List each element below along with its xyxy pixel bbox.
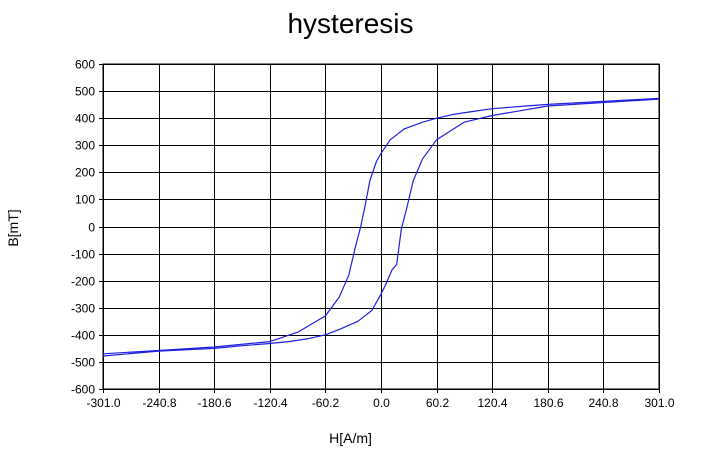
x-tick-label: 240.8 xyxy=(588,396,618,410)
y-tick-label: -200 xyxy=(71,275,95,289)
x-tick-label: 180.6 xyxy=(533,396,563,410)
x-tick-label: -180.6 xyxy=(197,396,231,410)
hysteresis-branch-1 xyxy=(102,97,660,355)
x-tick-label: -60.2 xyxy=(312,396,340,410)
y-tick-label: 400 xyxy=(75,112,95,126)
y-tick-label: -400 xyxy=(71,329,95,343)
chart-title: hysteresis xyxy=(287,8,414,39)
x-axis-label: H[A/m] xyxy=(329,430,372,446)
y-tick-label: 300 xyxy=(75,139,95,153)
x-tick-label: -240.8 xyxy=(142,396,176,410)
x-tick-label: 301.0 xyxy=(644,396,674,410)
x-tick-label: -120.4 xyxy=(253,396,287,410)
y-tick-label: 100 xyxy=(75,193,95,207)
x-tick-label: -301.0 xyxy=(86,396,120,410)
y-tick-label: 600 xyxy=(75,58,95,72)
x-tick-label: 120.4 xyxy=(477,396,507,410)
y-tick-label: -600 xyxy=(71,383,95,397)
y-tick-label: 0 xyxy=(88,221,95,235)
y-tick-label: 200 xyxy=(75,166,95,180)
y-tick-label: -300 xyxy=(71,302,95,316)
y-tick-label: -100 xyxy=(71,248,95,262)
x-tick-label: 0.0 xyxy=(373,396,390,410)
y-tick-label: 500 xyxy=(75,85,95,99)
hysteresis-branch-2 xyxy=(102,98,660,357)
y-tick-label: -500 xyxy=(71,356,95,370)
x-tick-label: 60.2 xyxy=(426,396,450,410)
